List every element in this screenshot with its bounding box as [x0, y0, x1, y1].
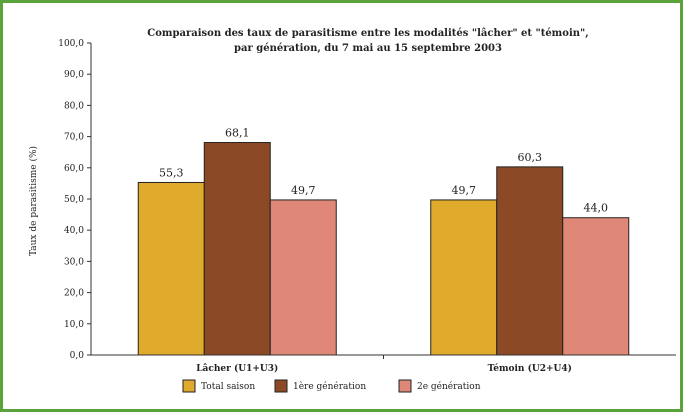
bar	[430, 199, 498, 356]
category-labels: Lâcher (U1+U3) Témoin (U2+U4)	[196, 363, 572, 374]
bar-chart: Comparaison des taux de parasitisme entr…	[28, 28, 676, 393]
bars	[137, 142, 630, 356]
y-tick-label: 20,0	[64, 289, 84, 299]
y-tick-label: 0,0	[70, 351, 85, 361]
bar	[269, 199, 337, 356]
y-tick-label: 70,0	[64, 133, 84, 143]
legend-swatch	[182, 379, 196, 393]
legend-swatch	[274, 379, 288, 393]
data-label: 55,3	[159, 166, 184, 179]
y-tick-label: 60,0	[64, 164, 84, 174]
y-axis-ticks: 0,0 10,0 20,0 30,0 40,0 50,0 60,0 70,0 80,0 90,0 1…	[58, 39, 384, 361]
y-axis-label: Taux de parasitisme (%)	[28, 146, 39, 256]
legend-label: 1ère génération	[293, 381, 366, 392]
y-tick-label: 100,0	[58, 39, 84, 49]
data-label: 49,7	[291, 184, 316, 197]
legend: Total saison 1ère génération 2e génération	[182, 379, 481, 393]
bar	[496, 166, 564, 356]
y-tick-label: 40,0	[64, 226, 84, 236]
data-label: 60,3	[518, 151, 543, 164]
data-label: 49,7	[452, 184, 477, 197]
bar	[137, 181, 205, 356]
data-label: 44,0	[584, 202, 609, 215]
category-label: Témoin (U2+U4)	[488, 363, 572, 374]
y-tick-label: 90,0	[64, 70, 84, 80]
data-labels: 55,3 68,1 49,7 49,7 60,3 44,0	[159, 127, 608, 215]
legend-swatch	[398, 379, 412, 393]
y-tick-label: 10,0	[64, 320, 84, 330]
y-tick-label: 50,0	[64, 195, 84, 205]
bar	[562, 217, 630, 356]
legend-label: 2e génération	[417, 381, 481, 392]
legend-label: Total saison	[201, 382, 255, 392]
chart-title-line-1: Comparaison des taux de parasitisme entr…	[147, 28, 588, 39]
y-tick-label: 30,0	[64, 257, 84, 267]
y-tick-label: 80,0	[64, 101, 84, 111]
category-label: Lâcher (U1+U3)	[196, 363, 278, 374]
chart-title-line-2: par génération, du 7 mai au 15 septembre…	[234, 43, 502, 54]
data-label: 68,1	[225, 127, 250, 140]
bar	[203, 142, 271, 356]
chart-title: Comparaison des taux de parasitisme entr…	[147, 28, 588, 54]
